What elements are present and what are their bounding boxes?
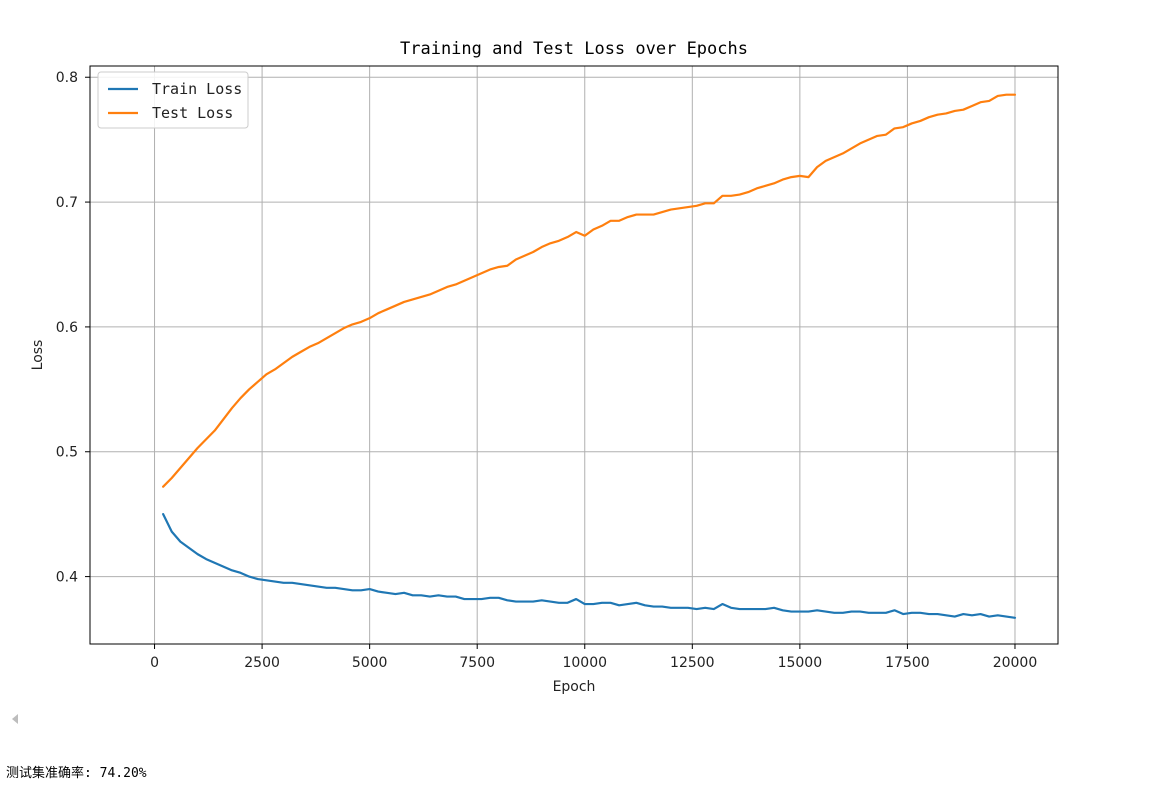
axis-ticks: 0 2500 5000 7500 10000 12500 15000 17500 20000 0.… (56, 70, 1038, 671)
x-tick-label: 10000 (562, 655, 607, 671)
x-axis-label: Epoch (553, 679, 596, 695)
x-tick-label: 7500 (459, 655, 495, 671)
train-loss-line (162, 513, 1017, 619)
x-tick-label: 5000 (352, 655, 388, 671)
y-tick-label: 0.7 (56, 195, 78, 211)
y-tick-label: 0.6 (56, 320, 78, 336)
x-tick-label: 15000 (778, 655, 823, 671)
accuracy-output: 测试集准确率: 74.20% (6, 766, 147, 781)
y-tick-label: 0.8 (56, 70, 78, 86)
plot-area-frame (89, 65, 1059, 645)
grid (90, 66, 1058, 644)
y-tick-label: 0.5 (56, 445, 78, 461)
x-tick-label: 12500 (670, 655, 715, 671)
legend-label: Train Loss (152, 80, 242, 98)
x-tick-label: 20000 (993, 655, 1038, 671)
chevron-left-icon[interactable] (12, 714, 18, 724)
loss-chart: 0 2500 5000 7500 10000 12500 15000 17500 20000 0.… (30, 39, 1059, 695)
legend: Train Loss Test Loss (97, 71, 249, 129)
x-tick-label: 17500 (885, 655, 930, 671)
y-axis-label: Loss (30, 340, 46, 371)
series-lines (162, 93, 1017, 619)
x-tick-label: 2500 (244, 655, 280, 671)
y-tick-label: 0.4 (56, 570, 78, 586)
x-tick-label: 0 (150, 655, 159, 671)
test-loss-line (162, 93, 1017, 488)
legend-label: Test Loss (152, 104, 233, 122)
chart-title: Training and Test Loss over Epochs (400, 39, 748, 59)
